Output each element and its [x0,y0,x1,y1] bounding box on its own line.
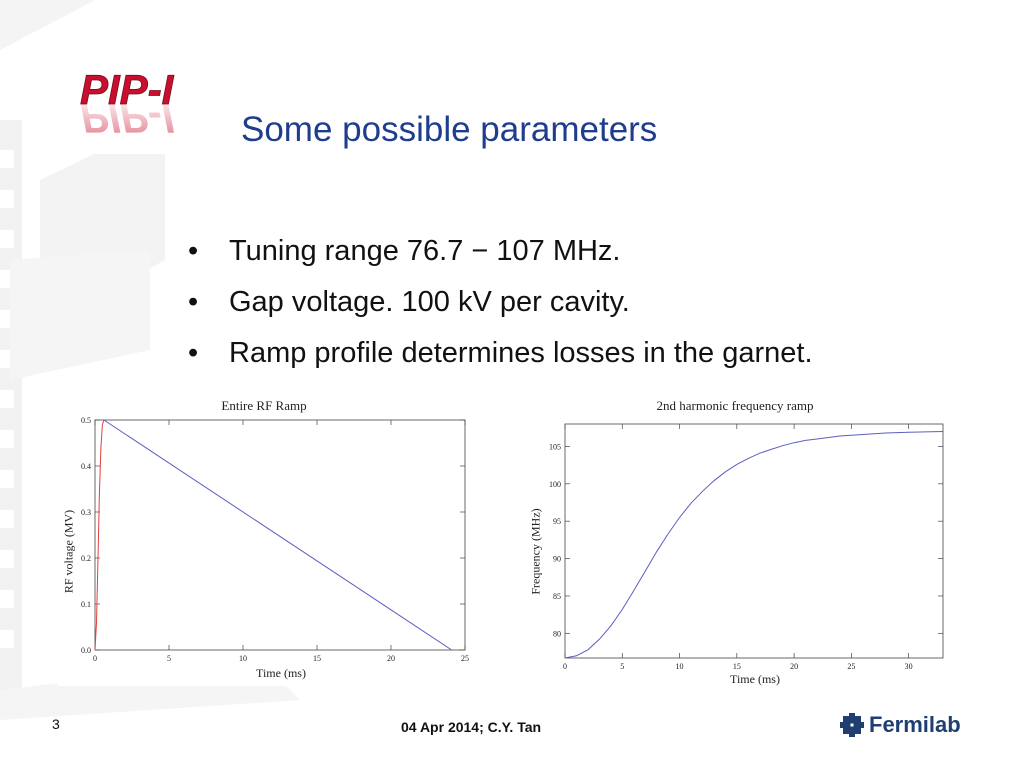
x-axis-label: Time (ms) [256,666,306,680]
series-line [564,431,944,659]
chart-title: Entire RF Ramp [221,398,307,413]
slide-title: Some possible parameters [241,110,658,149]
y-tick-label: 0.3 [81,508,91,517]
y-axis-label: RF voltage (MV) [61,509,76,594]
y-tick-label: 0.1 [81,600,91,609]
x-tick-label: 15 [313,654,321,663]
bullet-item: Ramp profile determines losses in the ga… [188,328,813,379]
x-tick-label: 25 [847,662,855,671]
y-tick-label: 90 [553,555,561,564]
pip-logo: PIP-I PIP-I [70,58,202,154]
page-number: 3 [52,716,60,732]
x-tick-label: 15 [733,662,741,671]
x-tick-label: 5 [167,654,171,663]
y-axis-label: Frequency (MHz) [528,508,543,595]
y-tick-label: 0.4 [81,462,91,471]
x-tick-label: 5 [620,662,624,671]
pip-logo-reflection: PIP-I [80,95,175,142]
y-tick-label: 0.5 [81,416,91,425]
y-tick-label: 85 [553,592,561,601]
y-tick-label: 80 [553,629,561,638]
x-tick-label: 20 [387,654,395,663]
x-tick-label: 30 [905,662,913,671]
y-tick-label: 0.0 [81,646,91,655]
x-tick-label: 10 [676,662,684,671]
pip-logo-text: PIP-I [80,66,175,113]
rf-ramp-plot: 0 5 10 15 20 25 0.0 0.1 0.2 0.3 0.4 0.5 [81,416,469,663]
fermilab-icon [840,713,864,737]
x-tick-label: 0 [563,662,567,671]
y-tick-label: 105 [549,442,561,451]
bullet-item: Tuning range 76.7 − 107 MHz. [188,226,813,277]
plot-frame [564,423,944,659]
x-axis-label: Time (ms) [730,672,780,686]
frequency-ramp-chart: 2nd harmonic frequency ramp 0 5 10 15 20 25 30… [522,396,948,692]
frequency-ramp-plot: 0 5 10 15 20 25 30 80 85 90 95 100 105 [549,423,944,671]
x-tick-label: 10 [239,654,247,663]
x-tick-label: 20 [790,662,798,671]
x-tick-label: 25 [461,654,469,663]
series-line [103,419,452,651]
y-tick-label: 0.2 [81,554,91,563]
fermilab-logo: Fermilab [840,710,961,740]
footer-text: 04 Apr 2014; C.Y. Tan [401,719,542,735]
fermilab-name: Fermilab [869,712,961,737]
plot-frame [94,419,466,651]
y-tick-label: 95 [553,517,561,526]
bullet-list: Tuning range 76.7 − 107 MHz. Gap voltage… [188,226,813,379]
bullet-item: Gap voltage. 100 kV per cavity. [188,277,813,328]
rf-ramp-chart: Entire RF Ramp 0 5 10 15 20 25 0.0 0.1 0.2 0.3 0.4… [58,396,470,686]
y-tick-label: 100 [549,480,561,489]
x-tick-label: 0 [93,654,97,663]
series-line [94,419,105,651]
chart-title: 2nd harmonic frequency ramp [656,398,814,413]
